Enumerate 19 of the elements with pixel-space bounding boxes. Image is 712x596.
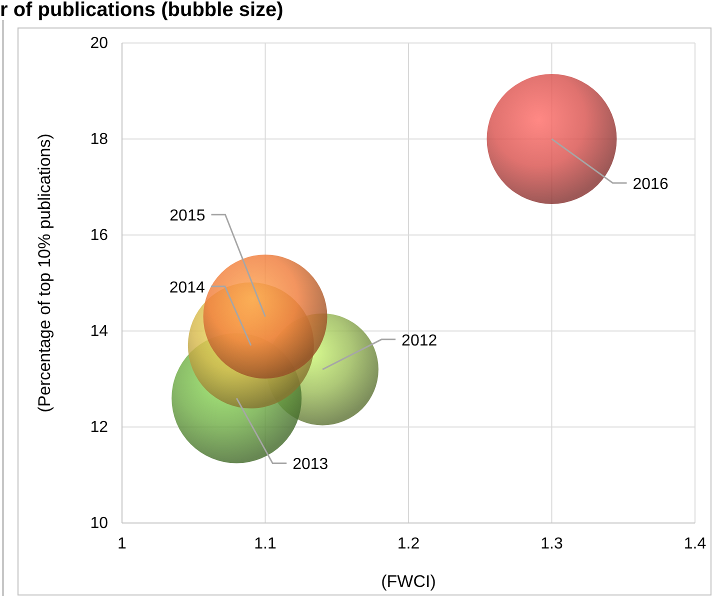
x-tick-label: 1 [118,535,127,552]
x-tick-label: 1.2 [397,535,420,552]
x-tick-label: 1.4 [684,535,706,552]
y-tick-label: 16 [90,227,108,244]
y-axis-title: (Percentage of top 10% publications) [35,134,54,412]
annotation: 2014 [169,279,206,296]
annotation: 2015 [170,208,206,225]
y-tick-label: 20 [90,35,108,52]
y-tick-label: 18 [90,131,108,148]
y-tick-label: 12 [90,419,108,436]
annotation: 2012 [402,332,438,350]
annotation: 2013 [292,456,328,474]
x-tick-label: 1.1 [254,535,276,552]
annotation: 2016 [632,176,668,193]
x-axis-title: (FWCI) [381,572,436,591]
y-tick-label: 10 [90,515,108,532]
chart-title: r of publications (bubble size) [0,0,284,21]
y-tick-label: 14 [90,323,108,340]
x-tick-label: 1.3 [540,535,563,552]
